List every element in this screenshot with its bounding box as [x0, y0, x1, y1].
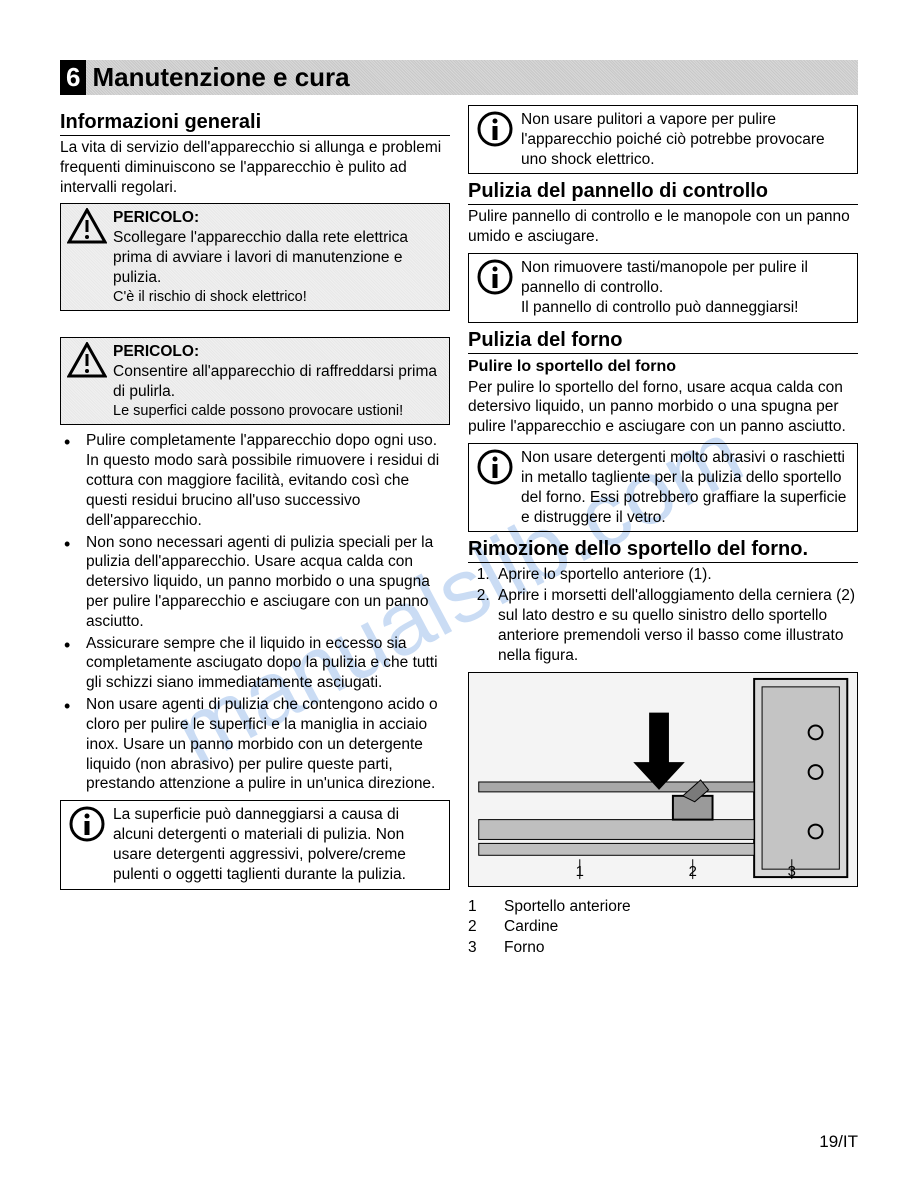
legend-label: Sportello anteriore — [504, 897, 631, 917]
legend-row: 3 Forno — [468, 938, 858, 958]
legend-row: 1 Sportello anteriore — [468, 897, 858, 917]
section-number: 6 — [60, 60, 86, 95]
heading-door-remove: Rimozione dello sportello del forno. — [468, 538, 858, 563]
heading-oven-clean: Pulizia del forno — [468, 329, 858, 354]
warning-sub: C'è il rischio di shock elettrico! — [113, 288, 443, 307]
heading-general-info: Informazioni generali — [60, 111, 450, 136]
heading-control-panel: Pulizia del pannello di controllo — [468, 180, 858, 205]
legend-num: 2 — [468, 917, 504, 937]
info-circle-icon — [67, 805, 107, 843]
warning-box-cool: PERICOLO: Consentire all'apparecchio di … — [60, 337, 450, 425]
info-text: Non usare pulitori a vapore per pulire l… — [521, 110, 851, 169]
subheading-door-clean: Pulire lo sportello del forno — [468, 358, 858, 376]
info-box-steam: Non usare pulitori a vapore per pulire l… — [468, 105, 858, 174]
hinge-diagram: 1 2 3 — [468, 672, 858, 887]
info-text: Non rimuovere tasti/manopole per pulire … — [521, 258, 851, 317]
info-circle-icon — [475, 258, 515, 296]
general-intro: La vita di servizio dell'apparecchio si … — [60, 138, 450, 197]
door-intro: Per pulire lo sportello del forno, usare… — [468, 378, 858, 437]
info-line: Non rimuovere tasti/manopole per pulire … — [521, 258, 851, 298]
warning-body: Consentire all'apparecchio di raffreddar… — [113, 362, 443, 402]
diagram-legend: 1 Sportello anteriore 2 Cardine 3 Forno — [468, 897, 858, 958]
cleaning-bullets: Pulire completamente l'apparecchio dopo … — [60, 431, 450, 794]
warning-box-disconnect: PERICOLO: Scollegare l'apparecchio dalla… — [60, 203, 450, 311]
info-box-door: Non usare detergenti molto abrasivi o ra… — [468, 443, 858, 532]
bullet-item: Pulire completamente l'apparecchio dopo … — [86, 431, 450, 530]
content-columns: Informazioni generali La vita di servizi… — [60, 105, 858, 959]
info-text: Non usare detergenti molto abrasivi o ra… — [521, 448, 851, 527]
diagram-label-3: 3 — [788, 864, 796, 880]
removal-steps: Aprire lo sportello anteriore (1). Aprir… — [468, 565, 858, 665]
warning-text: PERICOLO: Scollegare l'apparecchio dalla… — [113, 208, 443, 306]
legend-row: 2 Cardine — [468, 917, 858, 937]
info-text: La superficie può danneggiarsi a causa d… — [113, 805, 443, 884]
warning-triangle-icon — [67, 342, 107, 380]
warning-title: PERICOLO: — [113, 342, 443, 362]
warning-triangle-icon — [67, 208, 107, 246]
bullet-item: Non sono necessari agenti di pulizia spe… — [86, 533, 450, 632]
info-circle-icon — [475, 110, 515, 148]
section-title: Manutenzione e cura — [86, 62, 349, 93]
left-column: Informazioni generali La vita di servizi… — [60, 105, 450, 959]
diagram-label-2: 2 — [689, 864, 697, 880]
warning-body: Scollegare l'apparecchio dalla rete elet… — [113, 228, 443, 287]
step-item: Aprire i morsetti dell'alloggiamento del… — [494, 586, 858, 665]
bullet-item: Assicurare sempre che il liquido in ecce… — [86, 634, 450, 693]
legend-num: 1 — [468, 897, 504, 917]
legend-num: 3 — [468, 938, 504, 958]
diagram-label-1: 1 — [576, 864, 584, 880]
legend-label: Forno — [504, 938, 545, 958]
warning-text: PERICOLO: Consentire all'apparecchio di … — [113, 342, 443, 420]
section-header: 6 Manutenzione e cura — [60, 60, 858, 95]
info-box-panel: Non rimuovere tasti/manopole per pulire … — [468, 253, 858, 322]
info-circle-icon — [475, 448, 515, 486]
legend-label: Cardine — [504, 917, 558, 937]
panel-intro: Pulire pannello di controllo e le manopo… — [468, 207, 858, 247]
page-number: 19/IT — [819, 1132, 858, 1152]
info-box-surface: La superficie può danneggiarsi a causa d… — [60, 800, 450, 889]
right-column: Non usare pulitori a vapore per pulire l… — [468, 105, 858, 959]
info-line: Il pannello di controllo può danneggiars… — [521, 298, 851, 318]
warning-title: PERICOLO: — [113, 208, 443, 228]
warning-sub: Le superfici calde possono provocare ust… — [113, 402, 443, 421]
bullet-item: Non usare agenti di pulizia che contengo… — [86, 695, 450, 794]
step-item: Aprire lo sportello anteriore (1). — [494, 565, 858, 585]
